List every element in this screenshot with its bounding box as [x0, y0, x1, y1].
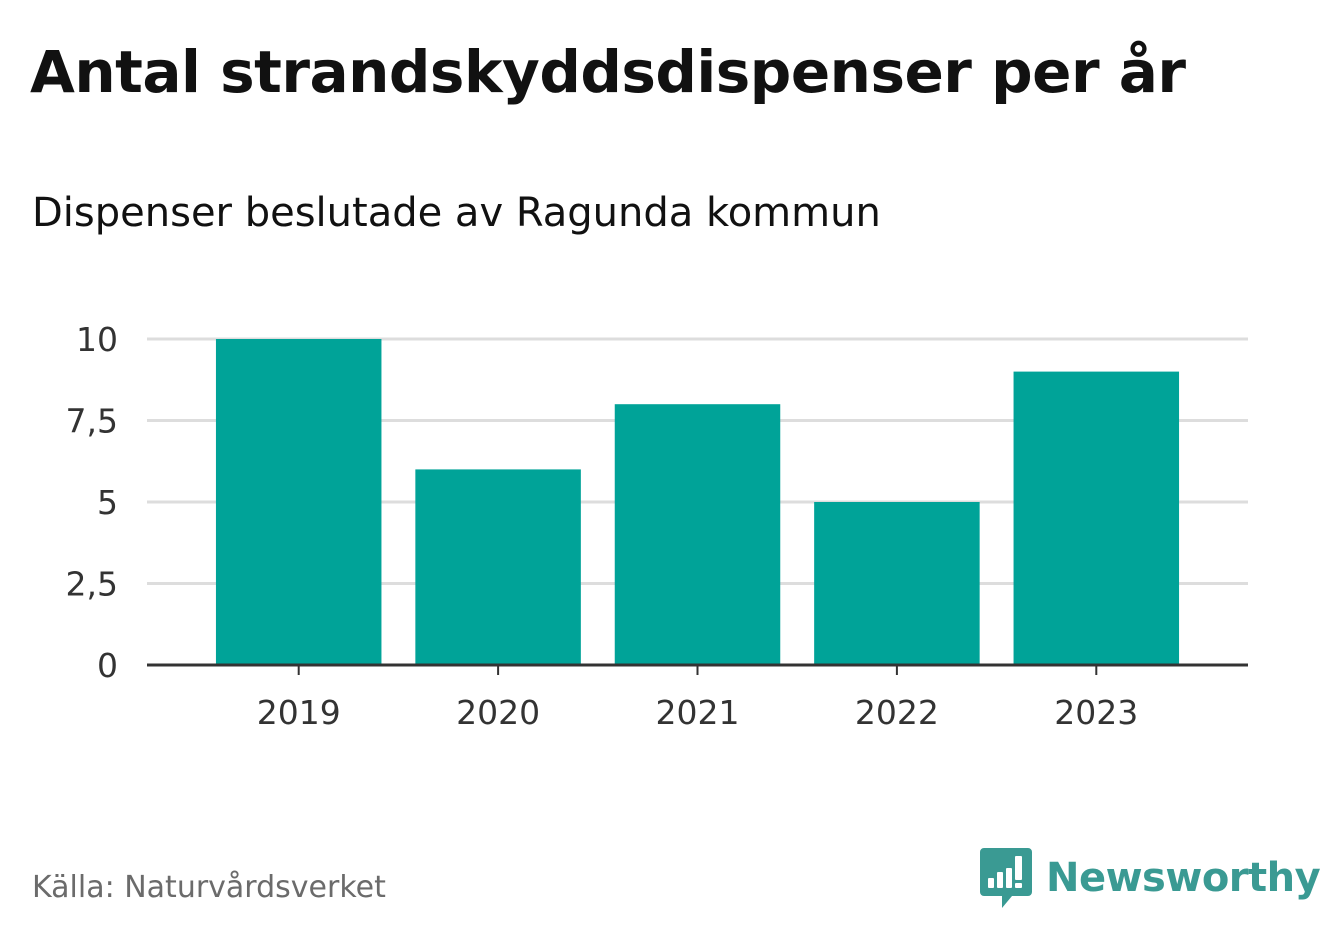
y-tick-label: 7,5 [66, 402, 118, 441]
bar [614, 404, 781, 665]
x-tick-label: 2023 [1054, 693, 1138, 732]
x-tick-label: 2021 [656, 693, 740, 732]
bars [215, 339, 1180, 665]
y-tick-label: 0 [97, 646, 118, 685]
y-tick-label: 5 [97, 483, 118, 522]
brand-name: Newsworthy [1046, 855, 1321, 901]
axes [147, 663, 1248, 675]
bar [215, 339, 382, 665]
x-tick-label: 2019 [257, 693, 341, 732]
x-tick-label: 2020 [456, 693, 540, 732]
y-tick-label: 2,5 [66, 565, 118, 604]
source-note: Källa: Naturvårdsverket [32, 870, 386, 905]
tick-labels: 0 2,5 5 7,5 10 2019 2020 2021 2022 2023 [66, 320, 1139, 732]
newsworthy-logo-icon [980, 848, 1032, 908]
chart-subtitle: Dispenser beslutade av Ragunda kommun [32, 190, 881, 236]
brand-logo: Newsworthy [980, 848, 1321, 908]
x-tick-label: 2022 [855, 693, 939, 732]
bar [1013, 371, 1180, 665]
bar [814, 502, 980, 665]
chart-title: Antal strandskyddsdispenser per år [30, 38, 1186, 106]
bar [415, 469, 581, 665]
y-tick-label: 10 [76, 320, 118, 359]
